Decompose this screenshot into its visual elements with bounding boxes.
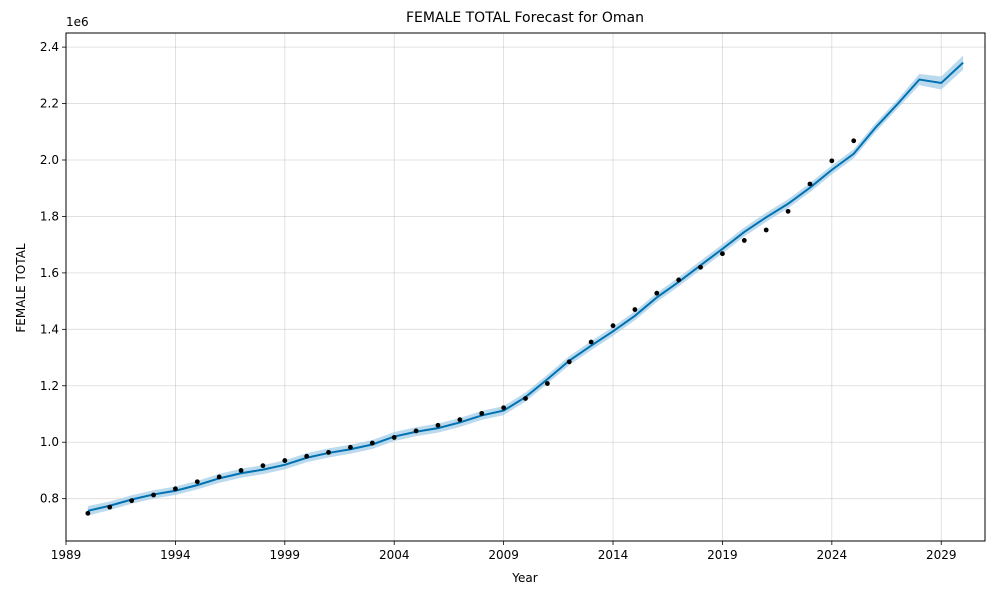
y-tick-label: 1.2	[40, 379, 59, 393]
y-tick-label: 2.4	[40, 40, 59, 54]
y-axis-label: FEMALE TOTAL	[14, 243, 28, 333]
y-tick-label: 2.0	[40, 153, 59, 167]
observed-point	[260, 463, 266, 469]
x-tick-label: 2004	[379, 548, 410, 562]
x-axis: 1989 1994 1999 2004 2009 2014 2019 2024 2029	[51, 541, 957, 562]
observed-point	[326, 449, 331, 455]
observed-point	[238, 468, 244, 473]
observed-point	[173, 486, 178, 492]
observed-point	[523, 396, 528, 401]
y-tick-label: 2.2	[40, 97, 59, 111]
observed-point	[654, 290, 660, 296]
observed-point	[413, 428, 419, 434]
y-tick-label: 1.0	[40, 435, 59, 449]
y-offset-label: 1e6	[66, 15, 89, 29]
x-tick-label: 2029	[926, 548, 957, 562]
observed-point	[107, 504, 113, 510]
observed-point	[807, 181, 813, 187]
x-tick-label: 2009	[488, 548, 519, 562]
observed-point	[457, 417, 463, 423]
y-tick-label: 1.4	[40, 322, 59, 336]
observed-point	[479, 411, 485, 416]
observed-point	[435, 422, 441, 428]
observed-point	[501, 405, 507, 411]
observed-point	[216, 474, 222, 480]
observed-point	[763, 227, 769, 233]
x-axis-label: Year	[511, 571, 537, 585]
observed-point	[282, 458, 288, 463]
observed-point	[566, 359, 572, 365]
x-tick-label: 2014	[598, 548, 629, 562]
x-tick-label: 1994	[160, 548, 191, 562]
observed-point	[720, 251, 725, 257]
y-tick-label: 0.8	[40, 492, 59, 506]
y-tick-label: 1.8	[40, 209, 59, 223]
x-tick-label: 2019	[707, 548, 738, 562]
observed-point	[588, 339, 594, 345]
observed-point	[829, 158, 835, 164]
observed-point	[698, 264, 703, 270]
observed-point	[851, 138, 857, 144]
observed-point	[369, 440, 375, 446]
observed-point	[785, 208, 791, 214]
x-tick-label: 2024	[817, 548, 848, 562]
y-tick-label: 1.6	[40, 266, 59, 280]
observed-point	[129, 498, 135, 504]
chart-title: FEMALE TOTAL Forecast for Oman	[406, 10, 644, 26]
plot-frame	[65, 32, 986, 542]
x-tick-label: 1989	[51, 548, 82, 562]
observed-point	[676, 277, 682, 283]
observed-point	[348, 444, 353, 450]
x-tick-label: 1999	[270, 548, 301, 562]
grid	[65, 33, 985, 541]
observed-point	[391, 435, 397, 440]
y-axis: 0.8 1.0 1.2 1.4 1.6 1.8 2.0 2.2 2.4	[40, 40, 66, 506]
observed-point	[610, 323, 616, 329]
observed-point	[544, 381, 550, 386]
observed-point	[304, 453, 310, 459]
observed-point	[741, 238, 747, 243]
observed-point	[632, 307, 638, 312]
observed-points	[85, 138, 857, 516]
observed-point	[151, 492, 156, 498]
observed-point	[194, 479, 200, 485]
observed-point	[85, 510, 91, 516]
